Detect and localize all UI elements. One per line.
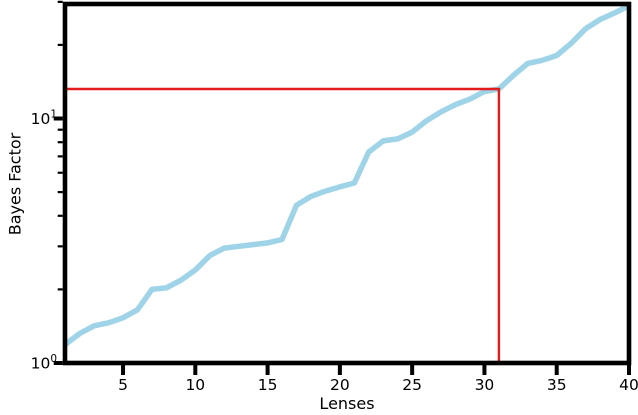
y-tick-label: 100 [31,353,57,373]
x-tick-label: 20 [330,376,350,394]
threshold-marker [65,87,501,363]
x-tick-label: 40 [619,376,638,394]
x-axis-label: Lenses [319,394,375,413]
x-tick-label: 15 [258,376,278,394]
x-tick-label: 30 [475,376,495,394]
y-tick-label: 101 [31,109,57,129]
x-tick-label: 25 [402,376,422,394]
y-axis-label: Bayes Factor [5,132,25,236]
plot-frame [62,1,632,366]
x-tick-label: 35 [547,376,567,394]
bayes-factor-curve [63,3,631,347]
x-tick-label: 5 [118,376,128,394]
x-tick-label: 10 [185,376,205,394]
